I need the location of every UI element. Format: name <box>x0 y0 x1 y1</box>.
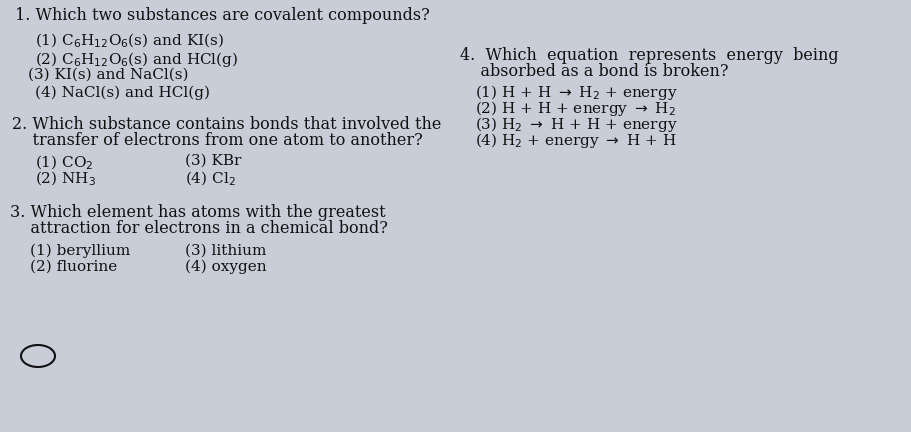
Text: (3) H$_2$ $\rightarrow$ H + H + energy: (3) H$_2$ $\rightarrow$ H + H + energy <box>475 115 677 134</box>
Text: absorbed as a bond is broken?: absorbed as a bond is broken? <box>459 63 728 80</box>
Text: (3) KBr: (3) KBr <box>185 154 241 168</box>
Text: 1. Which two substances are covalent compounds?: 1. Which two substances are covalent com… <box>15 7 429 24</box>
Text: (3) lithium: (3) lithium <box>185 244 266 258</box>
Text: (4) Cl$_2$: (4) Cl$_2$ <box>185 170 236 188</box>
Text: (2) NH$_3$: (2) NH$_3$ <box>35 170 96 188</box>
Text: (1) beryllium: (1) beryllium <box>30 244 130 258</box>
Text: (1) C$_6$H$_{12}$O$_6$(s) and KI(s): (1) C$_6$H$_{12}$O$_6$(s) and KI(s) <box>35 32 224 51</box>
Text: 4.  Which  equation  represents  energy  being: 4. Which equation represents energy bein… <box>459 47 838 64</box>
Text: 2. Which substance contains bonds that involved the: 2. Which substance contains bonds that i… <box>12 116 441 133</box>
Text: (4) H$_2$ + energy $\rightarrow$ H + H: (4) H$_2$ + energy $\rightarrow$ H + H <box>475 131 676 150</box>
Text: 3. Which element has atoms with the greatest: 3. Which element has atoms with the grea… <box>10 204 385 221</box>
Text: (2) C$_6$H$_{12}$O$_6$(s) and HCl(g): (2) C$_6$H$_{12}$O$_6$(s) and HCl(g) <box>35 50 238 69</box>
Text: (1) H + H $\rightarrow$ H$_2$ + energy: (1) H + H $\rightarrow$ H$_2$ + energy <box>475 83 677 102</box>
Text: attraction for electrons in a chemical bond?: attraction for electrons in a chemical b… <box>10 220 387 237</box>
Text: (3) KI(s) and NaCl(s): (3) KI(s) and NaCl(s) <box>28 68 189 82</box>
Text: (2) H + H + energy $\rightarrow$ H$_2$: (2) H + H + energy $\rightarrow$ H$_2$ <box>475 99 675 118</box>
Text: transfer of electrons from one atom to another?: transfer of electrons from one atom to a… <box>12 132 423 149</box>
Text: (4) oxygen: (4) oxygen <box>185 260 266 274</box>
Text: (4) NaCl(s) and HCl(g): (4) NaCl(s) and HCl(g) <box>35 86 210 100</box>
Text: (2) fluorine: (2) fluorine <box>30 260 118 274</box>
Text: (1) CO$_2$: (1) CO$_2$ <box>35 154 93 172</box>
